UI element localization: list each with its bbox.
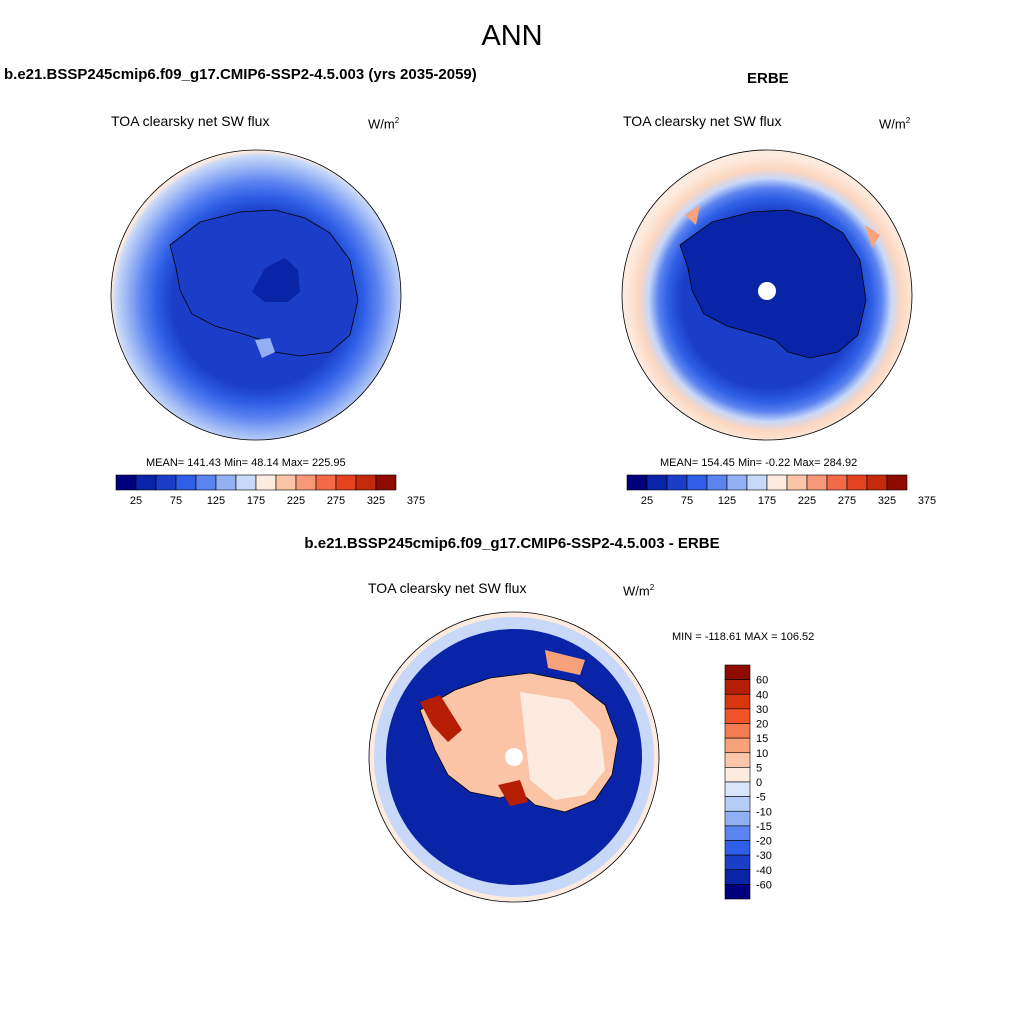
colorbar-tick-label: 125: [207, 495, 225, 507]
colorbar-swatch: [724, 810, 751, 827]
colorbar-tick-label: 325: [878, 495, 896, 507]
colorbar-tick-label: 375: [918, 495, 936, 507]
colorbar-tick-label: -40: [756, 865, 772, 877]
colorbar-swatch: [686, 474, 708, 491]
colorbar-swatch: [786, 474, 808, 491]
panel1-stats: MEAN= 141.43 Min= 48.14 Max= 225.95: [146, 457, 346, 469]
colorbar-swatch: [724, 884, 751, 900]
colorbar-swatch: [115, 474, 137, 491]
colorbar-tick-label: 275: [327, 495, 345, 507]
panel2-map: [621, 149, 913, 441]
colorbar-tick-label: 75: [681, 495, 693, 507]
colorbar-swatch: [726, 474, 748, 491]
panel3-map: [368, 611, 660, 903]
colorbar-swatch: [724, 854, 751, 871]
colorbar-swatch: [866, 474, 888, 491]
colorbar-swatch: [235, 474, 257, 491]
colorbar-swatch: [724, 693, 751, 710]
colorbar-swatch: [275, 474, 297, 491]
colorbar-tick-label: -30: [756, 850, 772, 862]
colorbar-swatch: [315, 474, 337, 491]
colorbar-swatch: [724, 737, 751, 754]
colorbar-tick-label: 275: [838, 495, 856, 507]
colorbar-swatch: [806, 474, 828, 491]
colorbar-swatch: [746, 474, 768, 491]
colorbar-swatch: [724, 825, 751, 841]
colorbar-swatch: [155, 474, 177, 491]
colorbar-swatch: [375, 474, 397, 491]
colorbar-swatch: [215, 474, 237, 491]
colorbar-tick-label: 40: [756, 689, 768, 701]
colorbar-tick-label: 25: [641, 495, 653, 507]
panel1-title: b.e21.BSSP245cmip6.f09_g17.CMIP6-SSP2-4.…: [4, 66, 477, 83]
colorbar-swatch: [195, 474, 217, 491]
colorbar-tick-label: 325: [367, 495, 385, 507]
colorbar-swatch: [646, 474, 668, 491]
colorbar-swatch: [724, 767, 751, 783]
colorbar-swatch: [826, 474, 848, 491]
colorbar-tick-label: 125: [718, 495, 736, 507]
colorbar-swatch: [295, 474, 317, 491]
colorbar-tick-label: 75: [170, 495, 182, 507]
colorbar-tick-label: 25: [130, 495, 142, 507]
panel2-units: W/m2: [879, 116, 911, 132]
colorbar-swatch: [724, 708, 751, 724]
colorbar-swatch: [846, 474, 868, 491]
colorbar-swatch: [175, 474, 197, 491]
panel2-stats: MEAN= 154.45 Min= -0.22 Max= 284.92: [660, 457, 858, 469]
colorbar-swatch: [724, 723, 751, 739]
colorbar-swatch: [724, 796, 751, 812]
colorbar-swatch: [724, 679, 751, 695]
colorbar-tick-label: 175: [758, 495, 776, 507]
colorbar-swatch: [626, 474, 648, 491]
colorbar-tick-label: 0: [756, 777, 762, 789]
colorbar-tick-label: 20: [756, 719, 768, 731]
colorbar-swatch: [724, 752, 751, 768]
panel3-units: W/m2: [623, 583, 655, 599]
panel3-subtitle: TOA clearsky net SW flux: [368, 580, 527, 596]
colorbar-swatch: [886, 474, 908, 491]
colorbar-tick-label: -60: [756, 879, 772, 891]
colorbar-tick-label: 10: [756, 748, 768, 760]
panel2-title: ERBE: [747, 70, 789, 87]
colorbar-swatch: [724, 869, 751, 885]
colorbar-tick-label: -15: [756, 821, 772, 833]
colorbar-swatch: [135, 474, 157, 491]
colorbar-swatch: [724, 781, 751, 797]
colorbar-tick-label: 225: [798, 495, 816, 507]
colorbar-tick-label: 15: [756, 733, 768, 745]
colorbar-swatch: [335, 474, 357, 491]
panel3-title: b.e21.BSSP245cmip6.f09_g17.CMIP6-SSP2-4.…: [304, 535, 720, 552]
colorbar-swatch: [255, 474, 277, 491]
colorbar-swatch: [666, 474, 688, 491]
panel3-stats: MIN = -118.61 MAX = 106.52: [672, 631, 815, 643]
panel1-subtitle: TOA clearsky net SW flux: [111, 113, 270, 129]
panel1-units: W/m2: [368, 116, 400, 132]
panel1-colorbar: 25 75 125 175 225 275 325 375: [115, 474, 425, 507]
colorbar-tick-label: -10: [756, 806, 772, 818]
panel3-colorbar: 60 40 30 20 15 10 5 0 -5 -10 -15 -20 -30 -40 -60: [724, 664, 772, 900]
panel2-subtitle: TOA clearsky net SW flux: [623, 113, 782, 129]
colorbar-swatch: [766, 474, 788, 491]
colorbar-swatch: [706, 474, 728, 491]
panel2-colorbar: 25 75 125 175 225 275 325 375: [626, 474, 936, 507]
colorbar-tick-label: 225: [287, 495, 305, 507]
colorbar-swatch: [724, 840, 751, 856]
colorbar-tick-label: 175: [247, 495, 265, 507]
colorbar-swatch: [355, 474, 377, 491]
colorbar-tick-label: 5: [756, 762, 762, 774]
colorbar-tick-label: -20: [756, 836, 772, 848]
colorbar-tick-label: -5: [756, 792, 766, 804]
colorbar-tick-label: 375: [407, 495, 425, 507]
colorbar-swatch: [724, 664, 751, 680]
panel1-map: [110, 149, 402, 441]
colorbar-tick-label: 60: [756, 675, 768, 687]
colorbar-tick-label: 30: [756, 704, 768, 716]
page-title: ANN: [481, 20, 543, 52]
